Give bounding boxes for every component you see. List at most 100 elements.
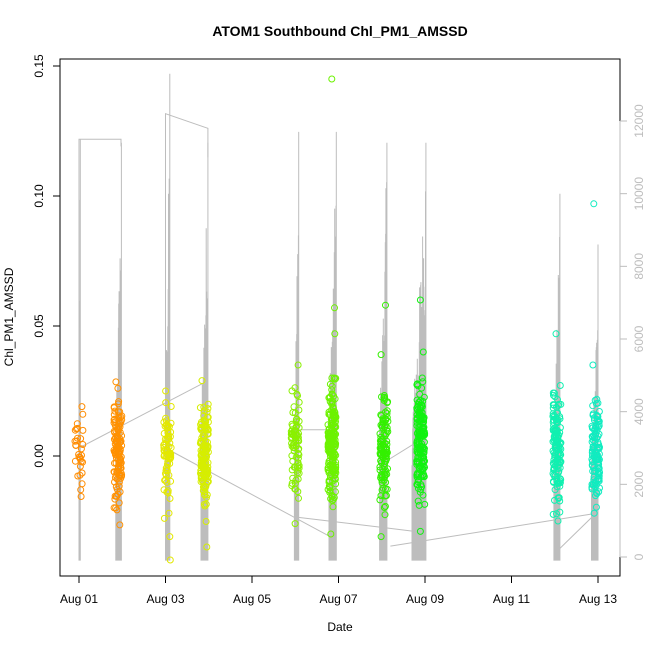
data-point: [110, 468, 118, 476]
data-point: [551, 496, 558, 504]
secondary-connector: [165, 112, 209, 452]
data-point: [324, 421, 332, 429]
data-point: [162, 399, 170, 407]
y2-axis: 0 2000 4000 6000 8000 10000 12000: [619, 104, 646, 560]
data-point: [552, 441, 560, 449]
data-point: [376, 496, 384, 504]
data-point: [381, 460, 389, 468]
data-point: [76, 471, 84, 479]
data-point: [291, 409, 299, 417]
x-tick-label: Aug 07: [319, 592, 357, 606]
y2-tick-label: 8000: [632, 253, 646, 280]
data-point: [164, 432, 172, 440]
data-point: [76, 455, 84, 463]
data-point: [77, 493, 85, 500]
data-point-outlier: [589, 361, 597, 369]
data-point: [163, 478, 171, 486]
data-point: [166, 495, 174, 502]
data-point: [115, 398, 123, 406]
data-point: [550, 464, 558, 472]
data-point: [551, 432, 559, 440]
data-point: [163, 424, 171, 432]
data-point: [383, 440, 391, 448]
data-point: [201, 460, 209, 468]
data-point: [592, 451, 600, 459]
x-tick-label: Aug 03: [146, 592, 184, 606]
data-point: [383, 426, 391, 434]
data-point: [380, 394, 388, 402]
data-point: [326, 484, 334, 492]
data-point: [164, 446, 171, 454]
data-point: [419, 413, 427, 421]
data-point: [288, 426, 296, 434]
data-point: [114, 400, 122, 408]
data-point: [79, 410, 87, 418]
data-point-outlier: [294, 361, 302, 369]
data-point: [413, 396, 421, 404]
data-point: [592, 503, 600, 511]
data-point: [381, 502, 389, 510]
data-point: [417, 462, 425, 470]
data-point: [295, 469, 303, 477]
data-point: [419, 466, 426, 474]
data-point: [377, 446, 385, 454]
data-point-outlier: [166, 533, 174, 541]
data-point: [202, 463, 209, 471]
data-point: [378, 471, 386, 478]
data-point: [384, 428, 392, 435]
x-tick-label: Aug 01: [60, 592, 98, 606]
data-point: [112, 378, 120, 386]
data-point: [326, 487, 334, 495]
data-point: [73, 420, 81, 428]
data-point: [71, 426, 79, 434]
y2-tick-label: 4000: [632, 398, 646, 425]
data-point: [592, 400, 600, 408]
data-point: [556, 382, 564, 389]
x-tick-label: Aug 05: [233, 592, 271, 606]
data-point-outlier: [77, 486, 85, 494]
data-point: [204, 425, 212, 433]
y2-tick-label: 2000: [632, 471, 646, 498]
data-point: [591, 438, 599, 446]
data-point: [198, 424, 205, 432]
data-point: [382, 467, 390, 475]
data-point: [414, 497, 422, 505]
data-point: [167, 403, 175, 410]
secondary-connector: [78, 138, 122, 456]
y-tick-label: 0.10: [32, 184, 46, 208]
data-point: [419, 443, 427, 451]
data-point: [200, 412, 208, 420]
data-point: [555, 479, 563, 487]
data-point: [164, 487, 172, 495]
data-point: [114, 490, 122, 498]
data-point: [549, 412, 557, 420]
data-point: [330, 428, 338, 436]
data-point-outlier: [198, 377, 206, 385]
scatter-series: [71, 75, 603, 564]
data-point: [293, 432, 301, 440]
data-point: [419, 452, 427, 460]
data-point: [416, 430, 424, 438]
data-point: [332, 441, 339, 448]
data-point: [291, 485, 299, 493]
data-point-outlier: [162, 387, 170, 395]
data-point: [593, 395, 601, 403]
data-point-outlier: [114, 384, 122, 392]
data-point-outlier: [552, 330, 560, 338]
y-tick-label: 0.00: [32, 444, 46, 468]
data-point: [324, 466, 332, 474]
data-point: [381, 511, 389, 519]
secondary-connector: [165, 447, 335, 540]
data-point: [418, 374, 426, 382]
data-point: [200, 403, 208, 411]
data-point: [111, 407, 119, 415]
data-point: [556, 415, 564, 423]
data-point-outlier: [327, 530, 335, 538]
data-point: [288, 387, 296, 395]
data-point: [325, 444, 333, 452]
data-point: [201, 444, 209, 452]
data-point: [72, 441, 80, 449]
data-point: [204, 413, 212, 421]
data-point: [114, 425, 122, 433]
data-point-outlier: [416, 296, 424, 304]
